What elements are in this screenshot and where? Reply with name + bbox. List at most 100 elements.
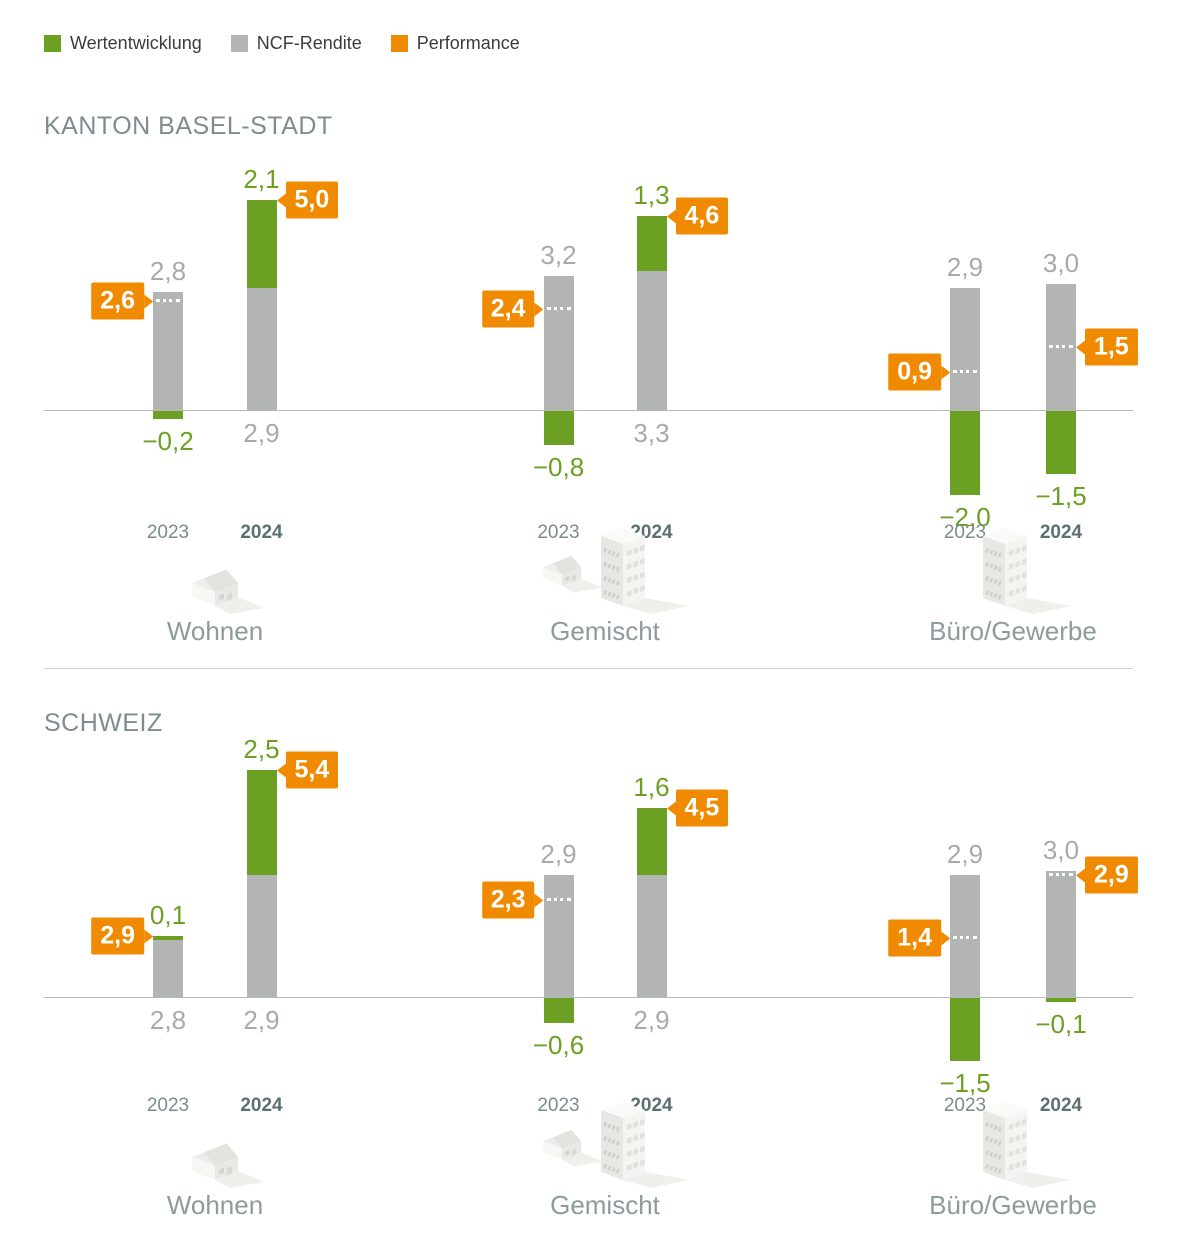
performance-target-line <box>546 898 571 901</box>
category-label-gemischt: Gemischt <box>550 616 660 646</box>
wert-value-label: −2,0 <box>939 502 991 532</box>
section-title-kanton-basel-stadt: KANTON BASEL-STADT <box>44 112 333 140</box>
legend-swatch-ncf-rendite <box>230 35 248 52</box>
wert-value-label: −1,5 <box>939 1068 991 1098</box>
wert-bar <box>636 216 667 271</box>
performance-badge: 2,9 <box>1085 856 1138 894</box>
wert-value-label: −0,1 <box>1035 1009 1087 1039</box>
year-label: 2023 <box>537 1095 580 1116</box>
wert-value-label: 1,3 <box>633 180 670 210</box>
performance-target-line <box>1049 345 1073 348</box>
category-label-wohnen: Wohnen <box>166 616 264 646</box>
wert-value-label: 2,5 <box>243 734 280 764</box>
wert-bar <box>636 808 667 875</box>
year-label: 2023 <box>146 522 190 543</box>
performance-badge: 4,5 <box>675 789 729 827</box>
performance-target-line <box>156 299 180 302</box>
performance-badge: 5,0 <box>285 181 339 219</box>
performance-badge: 1,4 <box>888 919 941 957</box>
category-label-gemischt: Gemischt <box>550 1190 660 1220</box>
house-building-icon <box>515 1088 695 1193</box>
ncf-value-label: 3,0 <box>1042 248 1080 278</box>
performance-target-line <box>546 307 571 310</box>
year-label: 2023 <box>943 1095 987 1116</box>
performance-badge: 2,4 <box>481 290 535 328</box>
performance-badge: 2,9 <box>91 917 144 955</box>
ncf-bar <box>636 875 667 997</box>
wert-bar <box>153 936 183 940</box>
ncf-bar <box>1046 871 1076 997</box>
wert-bar <box>153 411 183 419</box>
year-label: 2024 <box>240 1095 283 1116</box>
legend-label: Performance <box>416 33 520 53</box>
house-building-icon <box>515 514 695 619</box>
category-label-buero-gewerbe: Büro/Gewerbe <box>929 1190 1097 1220</box>
wert-bar <box>543 998 574 1023</box>
ncf-value-label: 2,9 <box>946 839 984 869</box>
year-label: 2024 <box>240 522 283 543</box>
wert-bar <box>246 770 277 875</box>
legend-label: Wertentwicklung <box>70 33 202 53</box>
house-icon <box>160 1124 270 1193</box>
year-label: 2023 <box>146 1095 190 1116</box>
section-title-schweiz: SCHWEIZ <box>44 709 163 737</box>
wert-bar <box>1046 998 1076 1002</box>
performance-badge: 4,6 <box>675 197 729 235</box>
performance-target-line <box>1049 873 1073 876</box>
axis-line <box>44 410 1133 411</box>
wert-bar <box>246 200 277 288</box>
wert-value-label: −1,5 <box>1035 481 1087 511</box>
wert-bar <box>543 411 574 445</box>
legend-swatch-performance <box>390 35 408 52</box>
wert-value-label: 1,6 <box>633 772 670 802</box>
ncf-bar <box>543 276 574 410</box>
ncf-bar <box>153 292 183 410</box>
year-label: 2023 <box>943 522 987 543</box>
building-icon <box>953 1088 1073 1193</box>
wert-value-label: −0,2 <box>142 426 194 456</box>
performance-badge: 5,4 <box>285 751 339 789</box>
legend-item-wertentwicklung: Wertentwicklung <box>44 33 202 54</box>
ncf-value-label: 2,9 <box>243 418 280 448</box>
section-divider <box>44 668 1133 669</box>
wert-bar <box>950 411 980 495</box>
ncf-bar <box>636 271 667 410</box>
ncf-value-label: 3,3 <box>633 418 670 448</box>
performance-badge: 2,3 <box>481 881 535 919</box>
axis-line <box>44 997 1133 998</box>
building-icon <box>953 514 1073 619</box>
performance-target-line <box>953 936 977 939</box>
year-label: 2023 <box>537 522 580 543</box>
ncf-value-label: 2,8 <box>149 256 187 286</box>
performance-target-line <box>953 370 977 373</box>
ncf-bar <box>246 288 277 410</box>
ncf-value-label: 2,8 <box>149 1005 187 1035</box>
wert-value-label: 2,1 <box>243 164 280 194</box>
legend: Wertentwicklung NCF-Rendite Performance <box>44 33 520 54</box>
performance-badge: 2,6 <box>91 282 144 320</box>
performance-badge: 1,5 <box>1085 328 1138 366</box>
legend-swatch-wertentwicklung <box>44 35 61 52</box>
ncf-value-label: 2,9 <box>540 839 577 869</box>
ncf-bar <box>950 288 980 410</box>
wert-bar <box>1046 411 1076 474</box>
ncf-value-label: 2,9 <box>243 1005 280 1035</box>
ncf-bar <box>246 875 277 997</box>
house-icon <box>160 550 270 619</box>
ncf-value-label: 2,9 <box>633 1005 670 1035</box>
wert-bar <box>950 998 980 1061</box>
year-label: 2024 <box>1039 1095 1083 1116</box>
ncf-bar <box>543 875 574 997</box>
ncf-value-label: 3,2 <box>540 240 577 270</box>
legend-item-performance: Performance <box>390 33 520 54</box>
ncf-value-label: 2,9 <box>946 252 984 282</box>
wert-value-label: −0,8 <box>532 452 585 482</box>
wert-value-label: 0,1 <box>149 900 187 930</box>
year-label: 2024 <box>1039 522 1083 543</box>
legend-label: NCF-Rendite <box>256 33 362 53</box>
wert-value-label: −0,6 <box>532 1030 585 1060</box>
performance-badge: 0,9 <box>888 353 941 391</box>
category-label-wohnen: Wohnen <box>166 1190 264 1220</box>
ncf-value-label: 3,0 <box>1042 835 1080 865</box>
